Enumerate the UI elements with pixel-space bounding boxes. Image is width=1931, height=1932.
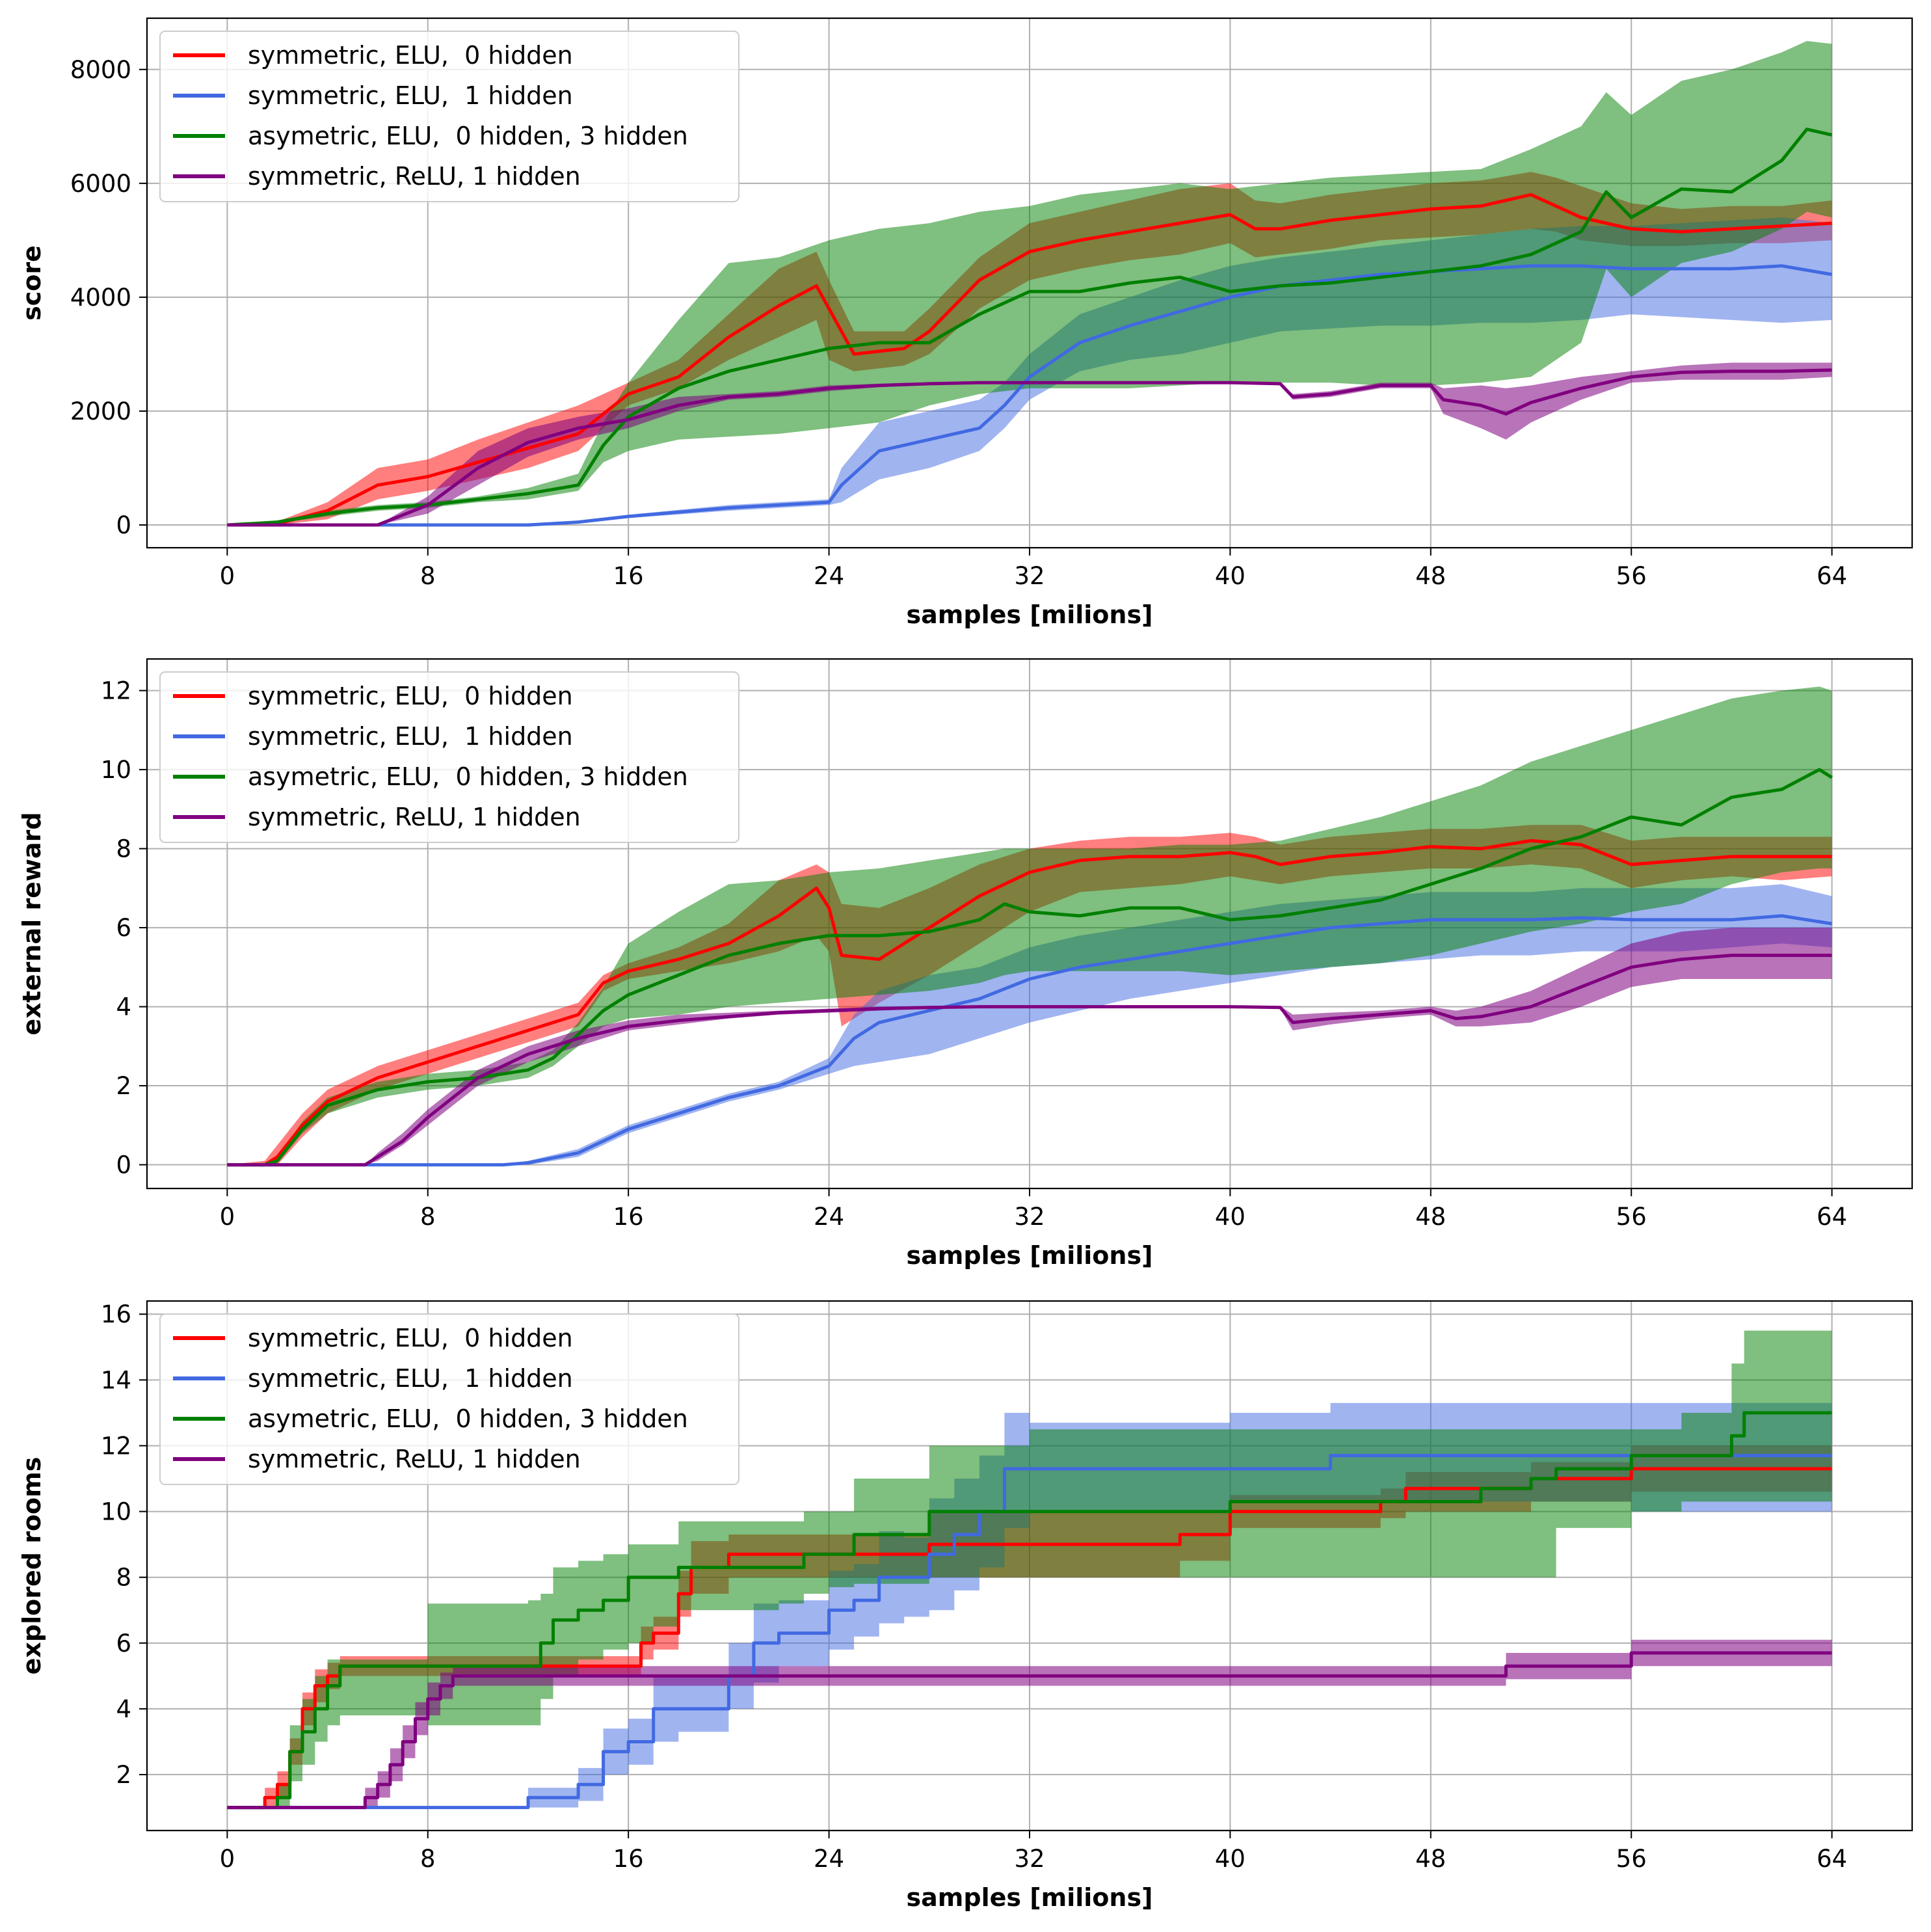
x-tick-label: 32 — [1014, 1845, 1045, 1873]
y-tick-label: 4 — [116, 1695, 131, 1723]
legend-asymetric-elu-label: asymetric, ELU, 0 hidden, 3 hidden — [248, 762, 688, 791]
x-tick-label: 32 — [1014, 1203, 1045, 1231]
y-tick-label: 0 — [116, 511, 131, 539]
x-tick-label: 8 — [420, 1845, 436, 1873]
x-tick-label: 8 — [420, 1203, 436, 1231]
y-tick-label: 12 — [101, 677, 131, 705]
y-tick-label: 14 — [101, 1366, 131, 1394]
legend-box — [159, 31, 739, 202]
y-tick-label: 10 — [101, 756, 131, 784]
legend-symmetric-relu-1-hidden-label: symmetric, ReLU, 1 hidden — [248, 1445, 581, 1473]
symmetric-relu-1-hidden-band — [227, 1639, 1832, 1808]
y-tick-label: 4000 — [70, 284, 131, 312]
x-tick-label: 64 — [1817, 562, 1847, 590]
legend: symmetric, ELU, 0 hidden symmetric, ELU, … — [159, 1313, 739, 1485]
x-axis-label: samples [milions] — [907, 600, 1153, 629]
y-axis-label: external reward — [18, 812, 46, 1035]
x-tick-label: 24 — [814, 1845, 844, 1873]
score-panel: 0 8 16 24 32 40 48 56 64 0 2000 4000 6000 8000 samples… — [18, 17, 1913, 629]
x-tick-label: 48 — [1415, 1203, 1446, 1231]
plot-area — [227, 686, 1833, 1167]
x-tick-label: 24 — [814, 1203, 844, 1231]
x-tick-label: 48 — [1415, 562, 1446, 590]
y-tick-label: 2000 — [70, 397, 131, 425]
y-tick-label: 2 — [116, 1761, 131, 1789]
y-tick-label: 4 — [116, 993, 131, 1021]
legend-symmetric-relu-1-hidden-label: symmetric, ReLU, 1 hidden — [248, 803, 581, 831]
x-tick-label: 16 — [613, 1845, 644, 1873]
y-axis-label: explored rooms — [18, 1457, 46, 1675]
asymetric-elu-0-3-hidden-band — [227, 41, 1832, 525]
symmetric-elu-1-hidden-line — [227, 264, 1833, 527]
y-tick-label: 8 — [116, 835, 131, 863]
symmetric-relu-1-hidden-line — [227, 1651, 1832, 1810]
x-axis-label: samples [milions] — [907, 1883, 1153, 1912]
x-tick-label: 56 — [1616, 562, 1647, 590]
x-tick-label: 0 — [220, 1203, 235, 1231]
y-tick-label: 2 — [116, 1072, 131, 1100]
y-axis-label: score — [18, 245, 46, 321]
legend-asymetric-elu-label: asymetric, ELU, 0 hidden, 3 hidden — [248, 122, 688, 150]
legend: symmetric, ELU, 0 hidden symmetric, ELU, … — [159, 31, 739, 202]
y-tick-label: 6 — [116, 914, 131, 942]
legend-symmetric-elu-1-hidden-label: symmetric, ELU, 1 hidden — [248, 1364, 573, 1393]
symmetric-elu-1-hidden-line — [227, 914, 1832, 1167]
legend-symmetric-elu-0-hidden-label: symmetric, ELU, 0 hidden — [248, 41, 573, 70]
x-tick-label: 24 — [814, 562, 844, 590]
asymetric-elu-0-3-hidden-line — [227, 1411, 1832, 1810]
x-tick-label: 64 — [1817, 1203, 1847, 1231]
y-tick-label: 16 — [101, 1300, 131, 1328]
symmetric-elu-0-hidden-line — [227, 193, 1832, 527]
legend-symmetric-elu-1-hidden-label: symmetric, ELU, 1 hidden — [248, 722, 573, 751]
y-tick-label: 0 — [116, 1151, 131, 1179]
symmetric-relu-1-hidden-line — [227, 954, 1832, 1167]
legend-asymetric-elu-label: asymetric, ELU, 0 hidden, 3 hidden — [248, 1404, 688, 1433]
y-tick-label: 6000 — [70, 170, 131, 198]
x-tick-label: 40 — [1215, 1845, 1245, 1873]
asymetric-elu-0-3-hidden-line — [227, 768, 1833, 1167]
plot-area — [227, 1327, 1832, 1810]
x-tick-label: 56 — [1616, 1203, 1647, 1231]
x-tick-label: 0 — [220, 1845, 235, 1873]
legend-symmetric-elu-0-hidden-label: symmetric, ELU, 0 hidden — [248, 1324, 573, 1352]
legend-symmetric-relu-1-hidden-label: symmetric, ReLU, 1 hidden — [248, 162, 581, 191]
asymetric-elu-0-3-hidden-band — [227, 686, 1832, 1165]
symmetric-elu-1-hidden-line — [227, 1454, 1832, 1810]
legend-symmetric-elu-0-hidden-label: symmetric, ELU, 0 hidden — [248, 682, 573, 710]
x-tick-label: 32 — [1014, 562, 1045, 590]
y-tick-label: 12 — [101, 1432, 131, 1460]
x-tick-label: 40 — [1215, 1203, 1245, 1231]
legend: symmetric, ELU, 0 hidden symmetric, ELU, … — [159, 671, 739, 843]
symmetric-elu-0-hidden-line — [227, 839, 1832, 1167]
legend-box — [159, 1313, 739, 1485]
symmetric-relu-1-hidden-line — [227, 368, 1832, 527]
y-tick-label: 8000 — [70, 56, 131, 84]
x-tick-label: 56 — [1616, 1845, 1647, 1873]
x-tick-label: 8 — [420, 562, 436, 590]
legend-box — [159, 671, 739, 843]
asymetric-elu-0-3-hidden-band — [227, 1327, 1832, 1808]
asymetric-elu-0-3-hidden-line — [227, 127, 1833, 527]
x-tick-label: 48 — [1415, 1845, 1446, 1873]
x-tick-label: 16 — [613, 1203, 644, 1231]
y-tick-label: 6 — [116, 1630, 131, 1657]
legend-symmetric-elu-1-hidden-label: symmetric, ELU, 1 hidden — [248, 81, 573, 110]
x-axis-label: samples [milions] — [907, 1241, 1153, 1270]
plot-area — [227, 41, 1833, 527]
y-tick-label: 10 — [101, 1498, 131, 1526]
y-tick-label: 8 — [116, 1564, 131, 1592]
x-tick-label: 0 — [220, 562, 235, 590]
x-tick-label: 40 — [1215, 562, 1245, 590]
x-tick-label: 64 — [1817, 1845, 1847, 1873]
x-tick-label: 16 — [613, 562, 644, 590]
